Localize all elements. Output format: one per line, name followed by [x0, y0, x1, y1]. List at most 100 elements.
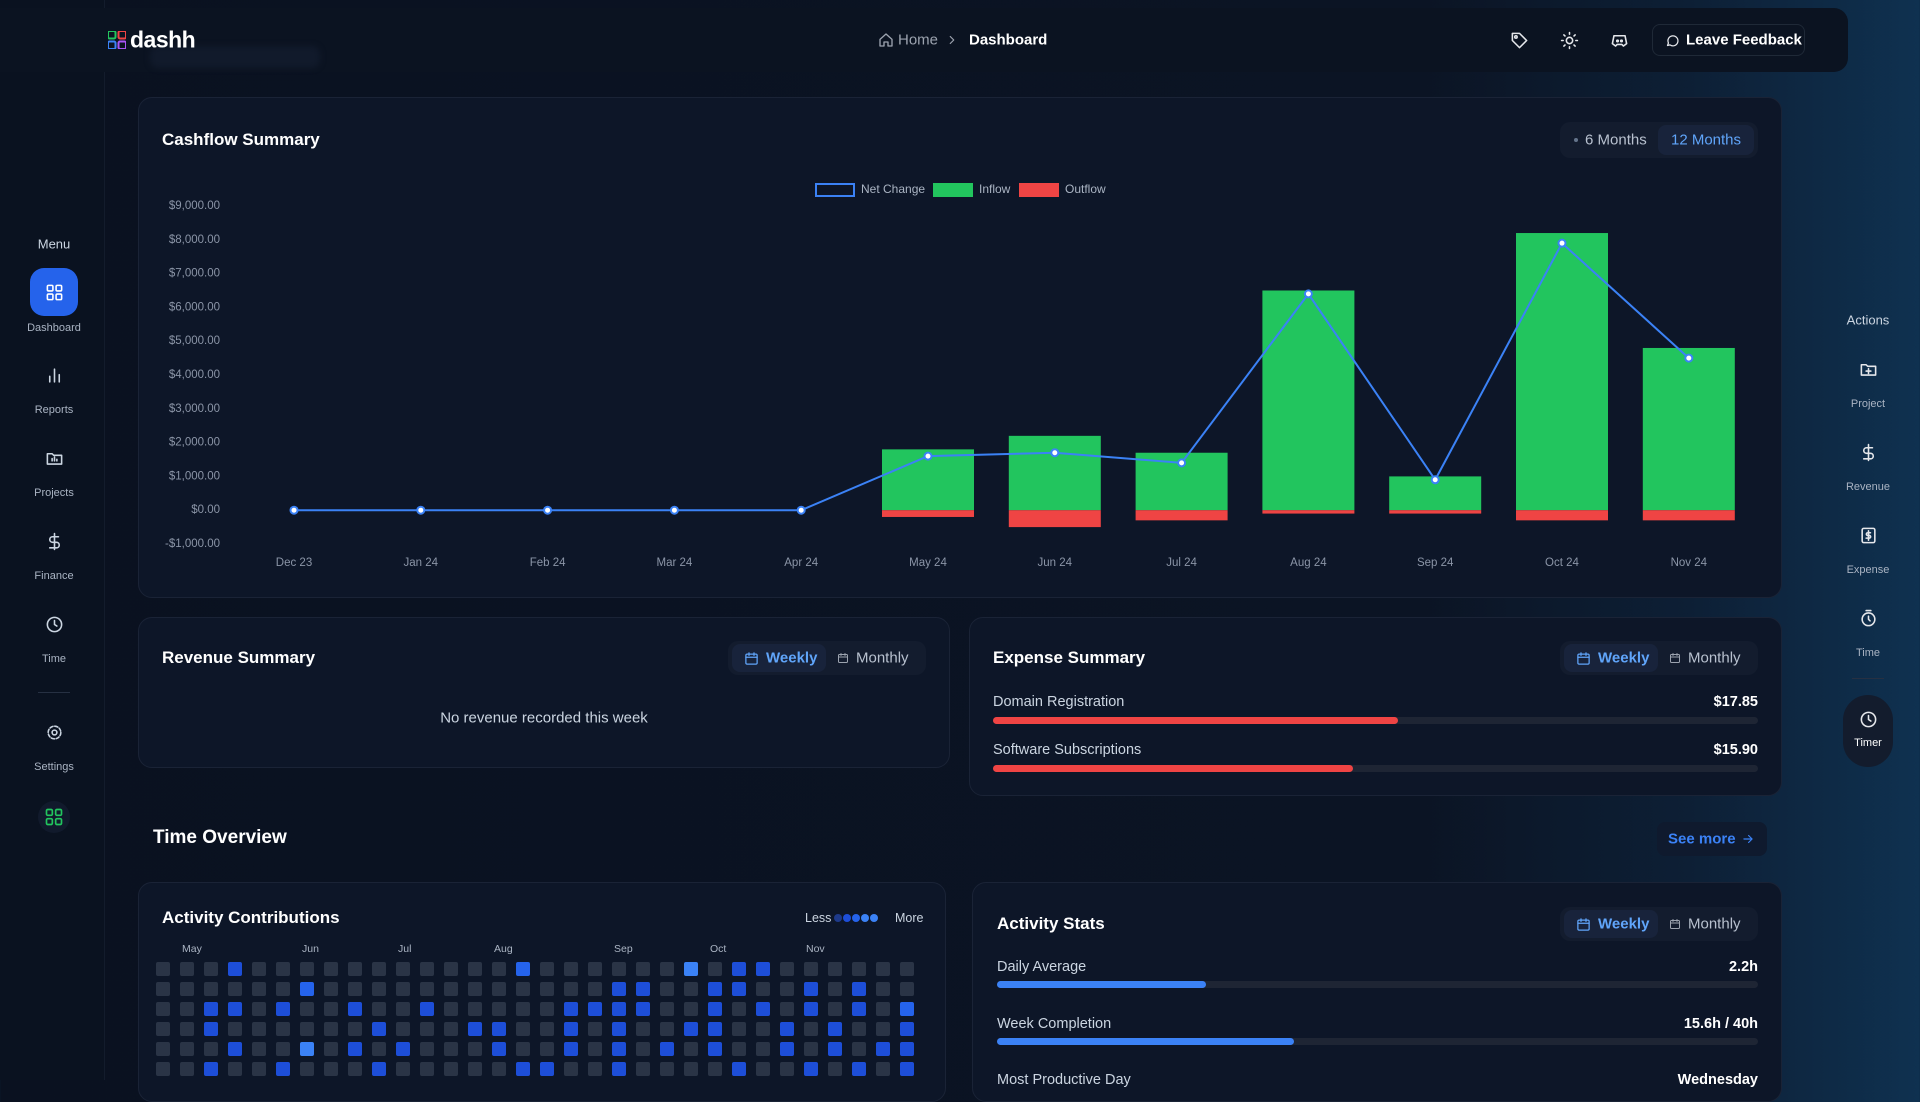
activity-cell: [852, 1021, 866, 1036]
sidebar-label[interactable]: Dashboard: [27, 322, 81, 334]
action-icon-part: [1864, 529, 1871, 541]
logo-icon: [108, 31, 126, 49]
net-point: [669, 505, 679, 515]
activity-cell: [324, 1001, 338, 1016]
activity-cell: [852, 961, 866, 976]
activity-cell: [372, 961, 386, 976]
sidebar-label[interactable]: Projects: [34, 487, 74, 499]
actions-divider: [1852, 678, 1884, 679]
activity-cell: [516, 1061, 530, 1076]
revenue-empty: No revenue recorded this week: [440, 709, 648, 727]
action-label[interactable]: Timer: [1854, 737, 1882, 749]
activity-cell: [228, 1001, 242, 1016]
activity-cell: [276, 1061, 290, 1076]
action-label[interactable]: Revenue: [1845, 481, 1891, 493]
activity-cell: [588, 1001, 602, 1016]
activity-cell: [228, 961, 242, 976]
activity-cell: [852, 1061, 866, 1076]
tag-icon-part: [1511, 32, 1527, 48]
expense-amount: $15.90: [1713, 742, 1758, 758]
discord-icon-part: [1615, 38, 1619, 42]
stat-label: Daily Average: [997, 959, 1087, 975]
activity-cell: [156, 1001, 170, 1016]
sidebar-active-bg[interactable]: [30, 268, 78, 316]
tab[interactable]: Weekly: [1598, 915, 1650, 933]
feedback-button[interactable]: [1652, 24, 1805, 56]
activity-cell: [300, 1041, 314, 1056]
activity-cell: [420, 1041, 434, 1056]
activity-cell: [468, 1021, 482, 1036]
tab[interactable]: Monthly: [1688, 915, 1741, 933]
activity-cell: [300, 981, 314, 996]
activity-cell: [492, 961, 506, 976]
activity-cell: [276, 981, 290, 996]
legend-dot: [870, 914, 878, 922]
breadcrumb-home[interactable]: Home: [898, 31, 939, 49]
activity-cell: [540, 1021, 554, 1036]
sidebar-label[interactable]: Time: [41, 653, 67, 665]
tab-active-bg[interactable]: [732, 644, 826, 672]
tab[interactable]: Monthly: [856, 649, 909, 667]
tab[interactable]: Weekly: [766, 649, 818, 667]
activity-cell: [348, 1001, 362, 1016]
home-icon-part: [879, 33, 893, 47]
activity-cell: [708, 1021, 722, 1036]
sidebar-label[interactable]: Finance: [34, 570, 74, 582]
activity-cell: [156, 1061, 170, 1076]
activity-cell: [684, 1021, 698, 1036]
activity-cell: [252, 1061, 266, 1076]
activity-cell: [252, 1041, 266, 1056]
tab-active-bg[interactable]: [1564, 644, 1658, 672]
theme-icon-part: [1565, 36, 1573, 44]
activity-cell: [228, 1021, 242, 1036]
activity-cell: [492, 1021, 506, 1036]
activity-cell: [180, 1021, 194, 1036]
activity-cell: [876, 1021, 890, 1036]
activity-cell: [636, 981, 650, 996]
activity-cell: [756, 961, 770, 976]
y-tick-label: $3,000.00: [169, 403, 220, 415]
legend-label: Inflow: [979, 182, 1011, 196]
tab[interactable]: Weekly: [1598, 649, 1650, 667]
stats-title: Activity Stats: [997, 914, 1105, 933]
feedback-text[interactable]: Leave Feedback: [1686, 31, 1802, 49]
tab[interactable]: Monthly: [1688, 649, 1741, 667]
net-point: [1177, 458, 1187, 468]
sidebar-icon-part: [50, 455, 58, 462]
y-tick-label: $8,000.00: [169, 234, 220, 246]
x-tick-label: Oct 24: [1545, 557, 1579, 569]
bar: [1262, 290, 1355, 511]
bar: [1642, 510, 1735, 521]
range-option[interactable]: 6 Months: [1585, 131, 1647, 149]
activity-cell: [804, 1021, 818, 1036]
see-more[interactable]: See more: [1668, 830, 1736, 848]
range-option[interactable]: 12 Months: [1670, 131, 1742, 149]
activity-cell: [732, 1061, 746, 1076]
sidebar-icon-part: [46, 724, 62, 740]
timer-button-bg[interactable]: [1843, 695, 1893, 767]
activity-cell: [828, 1041, 842, 1056]
activity-cell: [804, 1041, 818, 1056]
range-active-bg[interactable]: [1658, 125, 1754, 155]
sidebar-title: Menu: [37, 236, 71, 252]
legend-dot: [834, 914, 842, 922]
sidebar-label[interactable]: Settings: [34, 761, 74, 773]
action-icon-part: [1864, 367, 1872, 374]
sidebar-label[interactable]: Reports: [34, 404, 74, 416]
activity-cell: [180, 961, 194, 976]
activity-cell: [660, 1061, 674, 1076]
net-point: [1430, 475, 1440, 485]
activity-cell: [396, 961, 410, 976]
activity-cell: [684, 1061, 698, 1076]
tab-active-bg[interactable]: [1564, 910, 1658, 938]
activity-cell: [612, 1061, 626, 1076]
activity-cell: [612, 1001, 626, 1016]
action-label[interactable]: Project: [1850, 398, 1886, 410]
action-label[interactable]: Expense: [1846, 564, 1890, 576]
tab-icon: [1670, 653, 1680, 663]
left-sidebar: [0, 0, 105, 1080]
action-label[interactable]: Time: [1855, 647, 1881, 659]
net-point: [416, 505, 426, 515]
logo-text: dashh: [130, 26, 196, 53]
